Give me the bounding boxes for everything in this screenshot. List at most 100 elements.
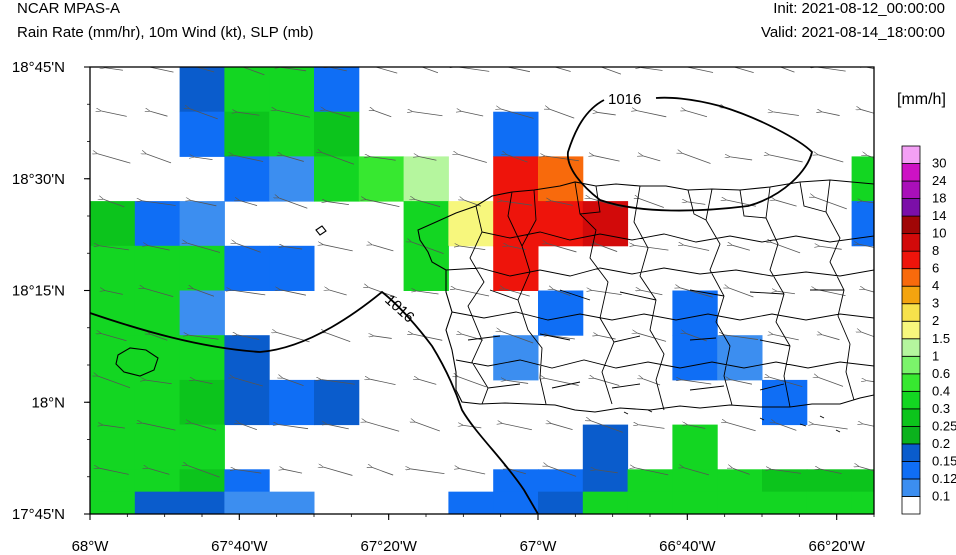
wind-vectors <box>98 67 874 478</box>
wind-arrow <box>278 425 309 430</box>
wind-arrow <box>329 290 347 296</box>
wind-arrow <box>189 335 219 340</box>
wind-arrow <box>236 469 262 474</box>
y-tick-label: 18°15'N <box>12 283 65 300</box>
wind-arrow <box>594 156 620 162</box>
wind-arrow <box>372 245 394 252</box>
wind-arrow <box>142 423 176 431</box>
wind-arrow <box>779 67 795 73</box>
wind-arrow <box>148 246 170 251</box>
colorbar-swatch <box>901 198 921 217</box>
colorbar-swatch <box>901 268 921 287</box>
wind-arrow <box>104 199 125 208</box>
wind-arrow <box>730 157 753 161</box>
wind-arrow <box>501 331 534 344</box>
rain-cell <box>224 156 270 202</box>
rain-cell <box>538 290 584 336</box>
rain-cell <box>90 491 136 514</box>
wind-arrow <box>502 201 533 206</box>
wind-arrow <box>635 468 669 476</box>
colorbar-swatch <box>901 496 921 515</box>
wind-arrow <box>372 468 394 476</box>
colorbar-label: 18 <box>932 191 946 206</box>
wind-arrow <box>238 112 260 116</box>
rain-cell <box>90 469 136 493</box>
wind-arrow <box>105 68 123 71</box>
rain-cell <box>851 491 874 514</box>
wind-arrow <box>682 380 712 385</box>
wind-arrow <box>771 469 801 474</box>
colorbar-label: 0.12 <box>932 471 956 486</box>
wind-arrow <box>820 246 842 250</box>
colorbar-label: 6 <box>932 261 939 276</box>
wind-arrow <box>322 153 355 165</box>
rain-cell <box>224 335 270 381</box>
wind-arrow <box>195 380 213 385</box>
wind-arrow <box>366 200 400 208</box>
rain-cell <box>179 424 225 470</box>
colorbar-swatch <box>901 163 921 182</box>
rain-cell <box>269 111 315 157</box>
rain-cell <box>269 491 315 514</box>
wind-arrow <box>323 245 353 252</box>
rain-cell <box>134 245 181 291</box>
wind-arrow <box>284 469 303 474</box>
coastline-and-municipality-boundaries <box>115 179 874 433</box>
wind-arrow <box>503 423 532 431</box>
wind-arrow <box>686 111 708 118</box>
rain-cell <box>403 245 449 291</box>
wind-arrow <box>505 289 530 297</box>
colorbar-label: 14 <box>932 208 946 223</box>
wind-arrow <box>862 332 874 338</box>
axis-ticks: 68°W 67°40'W 67°20'W 67°W 66°40'W 66°20'W 18°4… <box>12 59 875 555</box>
wind-arrow <box>770 377 803 387</box>
colorbar-swatch <box>901 408 921 427</box>
rain-cell <box>493 335 539 381</box>
x-tick-label: 66°40'W <box>659 538 716 555</box>
colorbar-label: 0.1 <box>932 488 950 503</box>
wind-arrow <box>460 469 486 475</box>
wind-arrow <box>99 246 129 251</box>
wind-arrow <box>462 334 484 341</box>
wind-arrow <box>234 155 264 162</box>
rain-cell <box>448 201 494 247</box>
wind-arrow <box>324 467 353 476</box>
colorbar-label: 0.15 <box>932 453 956 468</box>
valid-time: Valid: 2021-08-14_18:00:00 <box>760 24 945 41</box>
wind-arrow <box>867 381 874 384</box>
rain-cell <box>179 245 225 291</box>
wind-arrow <box>191 423 217 431</box>
wind-arrow <box>102 334 127 342</box>
colorbar-label: 0.6 <box>932 366 950 381</box>
rain-cell <box>269 245 315 291</box>
rain-cell <box>851 156 874 202</box>
colorbar-label: 3 <box>932 296 939 311</box>
rain-cell <box>627 469 673 493</box>
init-time: Init: 2021-08-12_00:00:00 <box>773 0 945 17</box>
wind-arrow <box>545 378 579 386</box>
wind-arrow <box>188 465 220 478</box>
wind-arrow <box>98 154 131 164</box>
rain-cell <box>134 424 181 470</box>
rain-cell <box>806 469 853 493</box>
wind-arrow <box>551 201 573 206</box>
wind-arrow <box>98 376 131 389</box>
wind-arrow <box>99 468 129 475</box>
wind-arrow <box>280 290 306 296</box>
wind-arrow <box>643 156 661 162</box>
wind-arrow <box>773 112 799 116</box>
wind-arrow <box>818 155 844 163</box>
wind-arrow <box>463 425 482 429</box>
small-island <box>315 225 327 236</box>
x-tick-label: 67°20'W <box>360 538 417 555</box>
wind-arrow <box>776 423 797 431</box>
rain-cell <box>358 156 405 202</box>
colorbar-swatch <box>901 478 921 497</box>
wind-arrow <box>598 112 616 116</box>
mona-island <box>115 347 159 377</box>
wind-arrow <box>501 109 534 119</box>
wind-arrow <box>326 333 351 343</box>
rain-cell <box>314 156 360 202</box>
rain-cell <box>851 469 874 493</box>
wind-arrow <box>814 424 848 430</box>
